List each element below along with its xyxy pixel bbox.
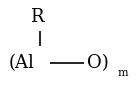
- Text: O): O): [87, 54, 108, 72]
- Text: (Al: (Al: [8, 54, 34, 72]
- Text: m: m: [118, 68, 128, 78]
- Text: R: R: [30, 8, 43, 26]
